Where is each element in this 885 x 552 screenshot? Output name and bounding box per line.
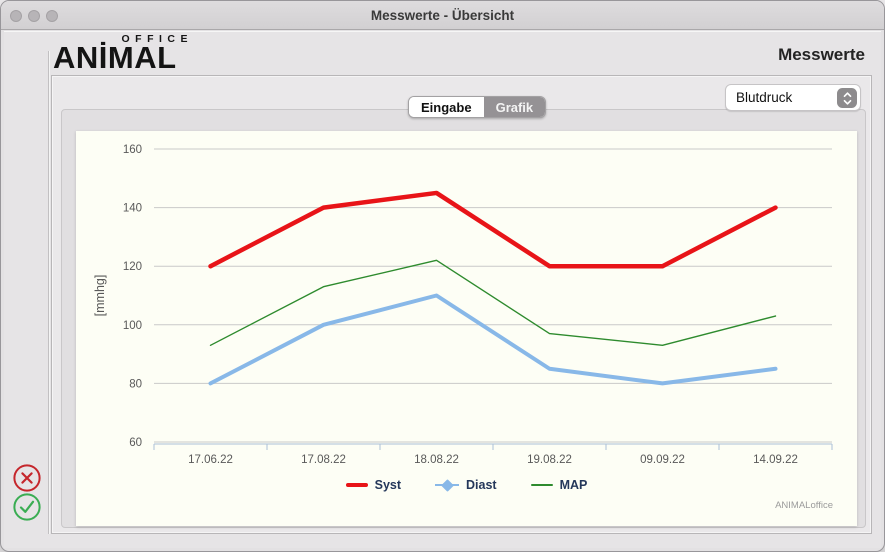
- x-tick-label: 19.08.22: [527, 454, 572, 466]
- x-tick-label: 14.09.22: [753, 454, 798, 466]
- y-axis-label: [mmhg]: [93, 275, 107, 317]
- cancel-x-icon: [13, 464, 41, 492]
- x-tick-label: 09.09.22: [640, 454, 685, 466]
- tab-grafik[interactable]: Grafik: [483, 97, 546, 117]
- confirm-check-icon: [13, 493, 41, 521]
- titlebar: Messwerte - Übersicht: [1, 1, 884, 30]
- blood-pressure-chart: 60 80 100 120 140 160 17.06.22 17.08.22 18.08.22…: [76, 131, 857, 526]
- legend-item-diast: Diast: [435, 478, 497, 492]
- window-content: OFFICE ANİMAL Messwerte Eingabe Grafik B…: [4, 31, 881, 548]
- cancel-button[interactable]: [12, 463, 42, 493]
- page-title: Messwerte: [778, 45, 865, 64]
- dropdown-selected-value: Blutdruck: [736, 90, 793, 105]
- series-line-diast: [208, 293, 778, 386]
- chart-plot-area: 60 80 100 120 140 160 17.06.22 17.08.22 18.08.22…: [93, 144, 833, 466]
- legend-line-marker: [345, 483, 368, 487]
- dropdown-stepper-icon[interactable]: [837, 88, 857, 108]
- confirm-button[interactable]: [12, 492, 42, 522]
- blutdruck-dropdown[interactable]: Blutdruck: [725, 84, 861, 111]
- x-tick-label: 17.06.22: [188, 454, 233, 466]
- legend-label: Syst: [374, 478, 402, 492]
- logo-animal-text: ANİMAL: [53, 40, 177, 75]
- y-tick-label: 80: [129, 378, 142, 390]
- y-tick-label: 100: [123, 320, 142, 332]
- legend-label: Diast: [466, 478, 497, 492]
- y-tick-label: 60: [129, 437, 142, 449]
- legend-diamond-marker: [435, 478, 460, 492]
- left-sidebar-divider: [48, 51, 49, 534]
- chart-legend: Syst Diast MAP: [76, 478, 857, 492]
- watermark: ANIMALoffice: [775, 500, 833, 511]
- legend-label: MAP: [559, 478, 588, 492]
- legend-item-syst: Syst: [345, 478, 402, 492]
- x-tick-label: 18.08.22: [414, 454, 459, 466]
- minimize-window-button[interactable]: [28, 9, 40, 22]
- close-window-button[interactable]: [10, 9, 22, 22]
- y-tick-label: 160: [123, 144, 142, 156]
- legend-item-map: MAP: [530, 478, 588, 492]
- view-tabs: Eingabe Grafik: [408, 96, 547, 118]
- window-title: Messwerte - Übersicht: [370, 8, 515, 23]
- animal-office-logo: OFFICE ANİMAL: [53, 33, 203, 75]
- series-line-syst: [208, 190, 778, 269]
- legend-line-marker: [530, 484, 553, 486]
- x-tick-label: 17.08.22: [301, 454, 346, 466]
- tab-eingabe[interactable]: Eingabe: [409, 97, 484, 117]
- y-tick-label: 140: [123, 203, 142, 215]
- logo-office-text: OFFICE: [121, 33, 193, 45]
- series-line-map: [209, 259, 777, 347]
- zoom-window-button[interactable]: [46, 9, 58, 22]
- y-tick-label: 120: [123, 261, 142, 273]
